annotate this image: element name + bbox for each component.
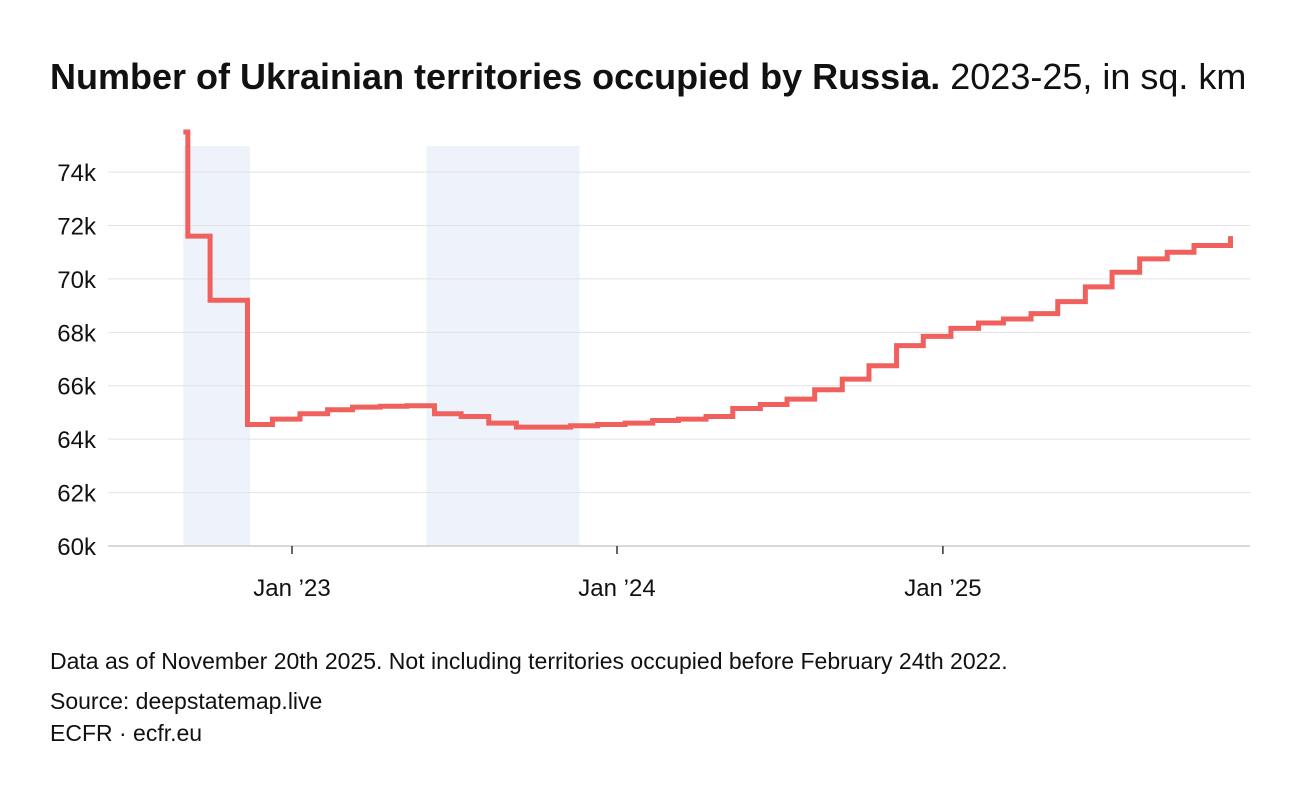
y-axis-ticks: 60k 62k 64k 66k 68k 70k 72k 74k: [57, 160, 97, 561]
x-tick-label-1: Jan ’23: [253, 575, 330, 602]
y-tick-label-70k: 70k: [57, 267, 97, 294]
x-tick-label-3: Jan ’25: [904, 575, 981, 602]
y-tick-label-74k: 74k: [57, 160, 97, 187]
x-axis-ticks: Jan ’23 Jan ’24 Jan ’25: [253, 546, 981, 602]
y-tick-label-60k: 60k: [57, 534, 97, 561]
footer-credit: ECFR · ecfr.eu: [50, 718, 202, 748]
footer-note: Data as of November 20th 2025. Not inclu…: [50, 646, 1008, 676]
x-tick-label-2: Jan ’24: [578, 575, 655, 602]
shaded-period-1: [183, 146, 250, 546]
y-tick-label-62k: 62k: [57, 481, 97, 508]
y-tick-label-72k: 72k: [57, 213, 97, 240]
shaded-periods: [183, 146, 579, 546]
footer-source: Source: deepstatemap.live: [50, 686, 322, 716]
y-tick-label-66k: 66k: [57, 374, 97, 401]
y-tick-label-64k: 64k: [57, 427, 97, 454]
gridlines: [108, 172, 1250, 546]
shaded-period-2: [426, 146, 579, 546]
y-tick-label-68k: 68k: [57, 320, 97, 347]
series-line: [183, 132, 1230, 427]
